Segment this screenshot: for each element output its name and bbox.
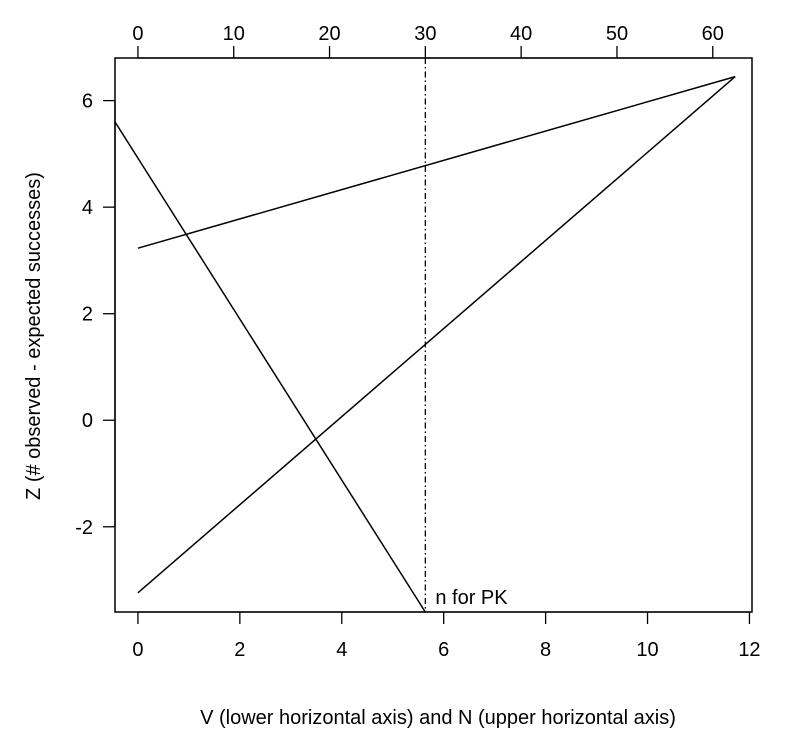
y-tick-label: 2: [82, 304, 93, 326]
y-tick-label: 0: [82, 410, 93, 432]
x-tick-label: 8: [540, 639, 551, 661]
series-line-1: [137, 75, 736, 249]
top-tick-label: 20: [318, 23, 340, 45]
top-tick-label: 40: [510, 23, 532, 45]
y-tick-label: 6: [82, 91, 93, 113]
series-layer: [114, 75, 736, 613]
y-tick-label: -2: [75, 517, 93, 539]
y-axis-title: Z (# observed - expected successes): [23, 172, 45, 500]
x-tick-label: 4: [336, 639, 347, 661]
plot-area-frame: [114, 57, 753, 613]
x-tick-label: 10: [636, 639, 658, 661]
annotation-n-for-pk: n for PK: [435, 587, 508, 609]
top-tick-label: 30: [414, 23, 436, 45]
bottom-axis: 0 2 4 6 8 10 12: [132, 611, 761, 661]
x-tick-label: 6: [438, 639, 449, 661]
top-tick-label: 50: [606, 23, 628, 45]
x-tick-label: 12: [738, 639, 760, 661]
top-axis: 0 10 20 30 40 50 60: [132, 23, 724, 59]
top-tick-label: 60: [702, 23, 724, 45]
y-tick-label: 4: [82, 197, 93, 219]
x-axis-title: V (lower horizontal axis) and N (upper h…: [200, 707, 676, 729]
x-tick-label: 2: [234, 639, 245, 661]
left-axis: -2 0 2 4 6: [75, 91, 116, 539]
top-tick-label: 10: [223, 23, 245, 45]
top-tick-label: 0: [132, 23, 143, 45]
series-line-2: [137, 76, 736, 594]
series-line-3: [114, 121, 426, 613]
x-tick-label: 0: [132, 639, 143, 661]
